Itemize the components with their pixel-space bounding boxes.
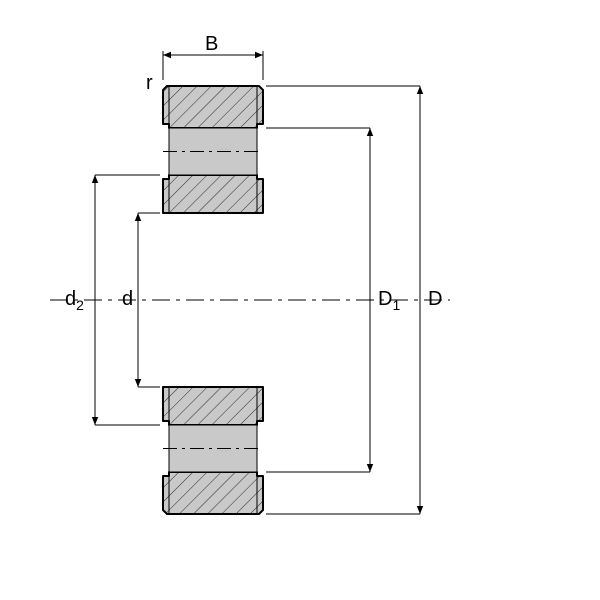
label-r: r <box>146 72 153 95</box>
label-D: D <box>428 288 442 311</box>
bearing-cross-section-diagram: B r d d2 D1 D <box>0 0 600 600</box>
label-d2-sub: 2 <box>76 297 84 313</box>
label-d2-main: d <box>65 288 76 310</box>
label-d2: d2 <box>65 288 84 313</box>
label-D1-main: D <box>378 288 392 310</box>
label-D1: D1 <box>378 288 400 313</box>
label-D1-sub: 1 <box>392 297 400 313</box>
label-d: d <box>122 288 133 311</box>
diagram-svg <box>0 0 600 600</box>
label-B: B <box>205 33 218 56</box>
